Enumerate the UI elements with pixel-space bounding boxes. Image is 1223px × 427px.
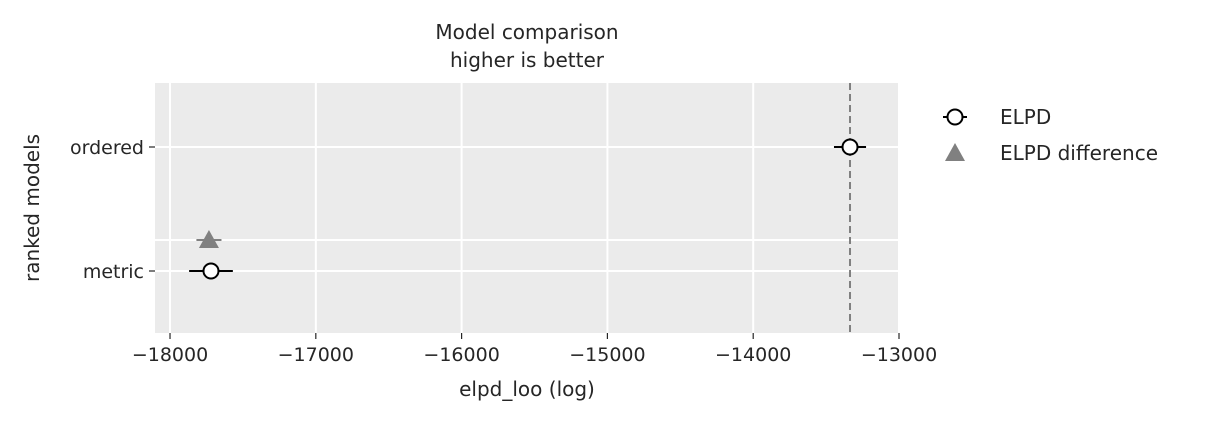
elpd-point	[202, 262, 220, 280]
chart-title-line-1: Model comparison	[435, 20, 618, 44]
triangle-icon	[945, 143, 965, 161]
elpd-difference-point	[198, 230, 219, 248]
y-tick-label-ordered: ordered	[70, 137, 144, 159]
y-tick-label-metric: metric	[83, 261, 144, 283]
chart-title-line-2: higher is better	[450, 48, 605, 72]
x-axis-label: elpd_loo (log)	[459, 377, 595, 401]
x-tick-label: −16000	[423, 344, 499, 366]
x-tick-label: −18000	[132, 344, 208, 366]
x-tick-label: −15000	[569, 344, 645, 366]
x-tick-label: −13000	[861, 344, 937, 366]
legend-label-elpd-difference: ELPD difference	[1000, 141, 1158, 165]
plot-area	[155, 83, 899, 333]
x-tick-label: −14000	[715, 344, 791, 366]
legend-item-elpd-difference: ELPD difference	[945, 141, 1158, 165]
y-axis-label: ranked models	[20, 134, 44, 282]
legend-label-elpd: ELPD	[1000, 105, 1051, 129]
legend-item-elpd: ELPD	[943, 105, 1051, 129]
open-circle-icon	[946, 108, 964, 126]
x-tick-label: −17000	[278, 344, 354, 366]
legend: ELPD ELPD difference	[943, 105, 1158, 165]
elpd-point	[841, 138, 859, 156]
